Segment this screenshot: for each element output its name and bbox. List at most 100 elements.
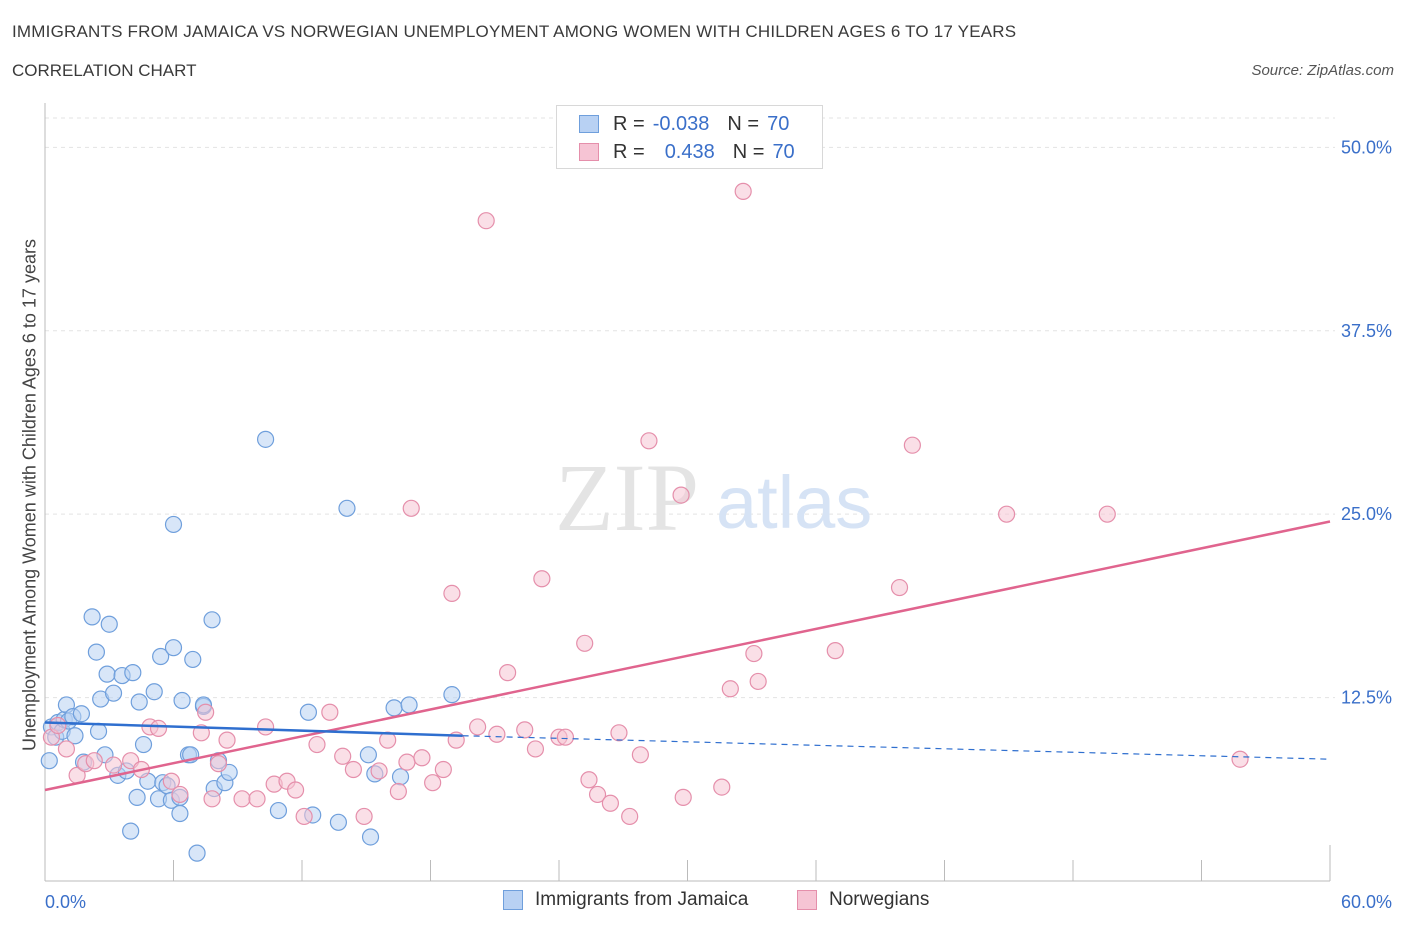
jamaica-point bbox=[269, 801, 288, 820]
norwegians-point bbox=[413, 749, 431, 767]
watermark-atlas: atlas bbox=[716, 461, 872, 544]
jamaica-point bbox=[145, 683, 163, 701]
norwegians-point bbox=[610, 724, 628, 742]
jamaica-point bbox=[443, 686, 461, 704]
norwegians-point bbox=[580, 771, 598, 789]
y-tick-label: 37.5% bbox=[1341, 321, 1392, 341]
legend-r-label: R = bbox=[613, 112, 645, 135]
norwegians-point bbox=[826, 642, 844, 660]
norwegians-point bbox=[998, 505, 1016, 523]
norwegians-point bbox=[402, 499, 420, 517]
jamaica-point bbox=[203, 611, 221, 629]
norwegians-point bbox=[344, 760, 362, 779]
grid-lines bbox=[45, 117, 1335, 699]
norwegians-trend-line bbox=[44, 520, 1331, 792]
x-tick-label: 60.0% bbox=[1341, 892, 1392, 912]
norwegians-point bbox=[713, 778, 731, 796]
legend-row-norwegians: R = 0.438 N = 70 bbox=[579, 139, 795, 165]
norwegians-point bbox=[355, 807, 373, 826]
series-norwegians-points bbox=[42, 182, 1249, 826]
jamaica-point bbox=[40, 752, 58, 770]
legend-label-norwegians: Norwegians bbox=[829, 889, 930, 910]
norwegians-point bbox=[162, 772, 180, 790]
jamaica-point bbox=[256, 430, 275, 448]
jamaica-point bbox=[400, 696, 418, 714]
tick-labels: 12.5% 25.0% 37.5% 50.0% 0.0% 60.0% bbox=[45, 137, 1392, 912]
norwegians-point bbox=[197, 703, 215, 721]
axes bbox=[44, 103, 1331, 882]
y-tick-label: 25.0% bbox=[1341, 504, 1392, 524]
x-tick-label: 0.0% bbox=[45, 892, 86, 912]
norwegians-point bbox=[286, 781, 305, 799]
watermark: ZIP atlas bbox=[555, 444, 872, 551]
jamaica-point bbox=[152, 647, 170, 666]
norwegians-point bbox=[308, 735, 326, 754]
chart-title: IMMIGRANTS FROM JAMAICA VS NORWEGIAN UNE… bbox=[12, 22, 1017, 41]
legend-swatch-blue bbox=[579, 115, 599, 133]
jamaica-trend-extension bbox=[462, 735, 1331, 760]
source-credit: Source: ZipAtlas.com bbox=[1251, 62, 1394, 79]
norwegians-point bbox=[218, 731, 236, 749]
jamaica-point bbox=[87, 643, 106, 661]
jamaica-point bbox=[164, 515, 183, 534]
jamaica-point bbox=[100, 615, 118, 633]
jamaica-point bbox=[188, 844, 206, 862]
jamaica-point bbox=[89, 722, 108, 740]
jamaica-point bbox=[173, 691, 191, 710]
norwegians-point bbox=[890, 578, 909, 597]
legend-label-jamaica: Immigrants from Jamaica bbox=[535, 889, 749, 910]
norwegians-point bbox=[434, 760, 452, 779]
jamaica-point bbox=[299, 703, 318, 721]
legend-r-value: -0.038 bbox=[652, 112, 710, 135]
norwegians-point bbox=[233, 790, 251, 808]
jamaica-point bbox=[124, 664, 142, 682]
legend-n-value: 70 bbox=[772, 140, 795, 163]
norwegians-point bbox=[745, 644, 763, 663]
y-tick-label: 12.5% bbox=[1341, 688, 1392, 708]
norwegians-point bbox=[903, 436, 921, 454]
norwegians-point bbox=[488, 725, 506, 743]
norwegians-point bbox=[424, 774, 442, 792]
jamaica-trend-line bbox=[44, 721, 463, 737]
stats-legend: R = -0.038 N = 70 R = 0.438 N = 70 bbox=[556, 105, 823, 169]
jamaica-point bbox=[134, 735, 153, 754]
norwegians-point bbox=[576, 634, 594, 652]
jamaica-point bbox=[164, 639, 183, 657]
legend-row-jamaica: R = -0.038 N = 70 bbox=[579, 111, 789, 137]
norwegians-point bbox=[295, 807, 313, 826]
y-axis-label: Unemployment Among Women with Children A… bbox=[19, 239, 40, 751]
norwegians-point bbox=[526, 740, 545, 758]
norwegians-point bbox=[149, 719, 168, 738]
norwegians-point bbox=[631, 746, 649, 764]
y-tick-label: 50.0% bbox=[1341, 137, 1392, 157]
norwegians-point bbox=[588, 785, 607, 804]
jamaica-point bbox=[361, 828, 380, 846]
norwegians-point bbox=[477, 212, 495, 230]
legend-swatch-pink bbox=[797, 890, 817, 910]
legend-n-label: N = bbox=[727, 112, 760, 135]
norwegians-point bbox=[621, 807, 639, 826]
norwegians-point bbox=[674, 788, 692, 806]
legend-swatch-pink bbox=[579, 143, 599, 161]
norwegians-point bbox=[721, 680, 739, 698]
norwegians-point bbox=[734, 182, 752, 200]
legend-r-value: 0.438 bbox=[664, 140, 715, 163]
norwegians-point bbox=[1231, 750, 1249, 768]
norwegians-point bbox=[672, 486, 690, 504]
norwegians-point bbox=[203, 790, 221, 808]
jamaica-point bbox=[72, 705, 91, 723]
legend-n-value: 70 bbox=[767, 112, 790, 135]
legend-swatch-blue bbox=[503, 890, 523, 910]
jamaica-point bbox=[184, 650, 202, 669]
norwegians-point bbox=[104, 756, 123, 774]
legend-item-norwegians: Norwegians bbox=[797, 889, 929, 911]
jamaica-point bbox=[329, 813, 348, 831]
jamaica-point bbox=[104, 684, 123, 702]
jamaica-point bbox=[66, 727, 84, 745]
jamaica-point bbox=[171, 804, 189, 823]
norwegians-point bbox=[248, 790, 266, 808]
norwegians-point bbox=[370, 762, 388, 780]
norwegians-point bbox=[389, 782, 407, 801]
norwegians-point bbox=[749, 672, 767, 691]
jamaica-point bbox=[130, 693, 148, 711]
